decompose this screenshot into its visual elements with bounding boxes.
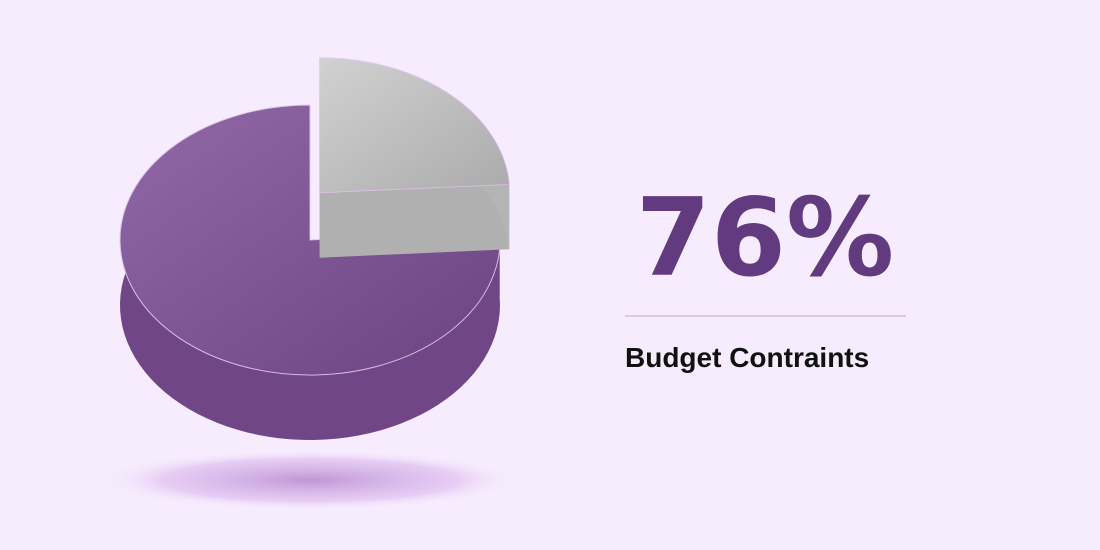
slice-top-shade [319, 57, 510, 193]
pie [119, 57, 510, 440]
category-label: Budget Contraints [625, 342, 869, 373]
slice-cut-face [319, 184, 510, 258]
slice-top-shade [120, 105, 501, 375]
slice-cut-shade [319, 184, 510, 258]
value-label: 76% [636, 176, 895, 301]
pie-shadow [100, 450, 520, 510]
slice [319, 57, 510, 258]
